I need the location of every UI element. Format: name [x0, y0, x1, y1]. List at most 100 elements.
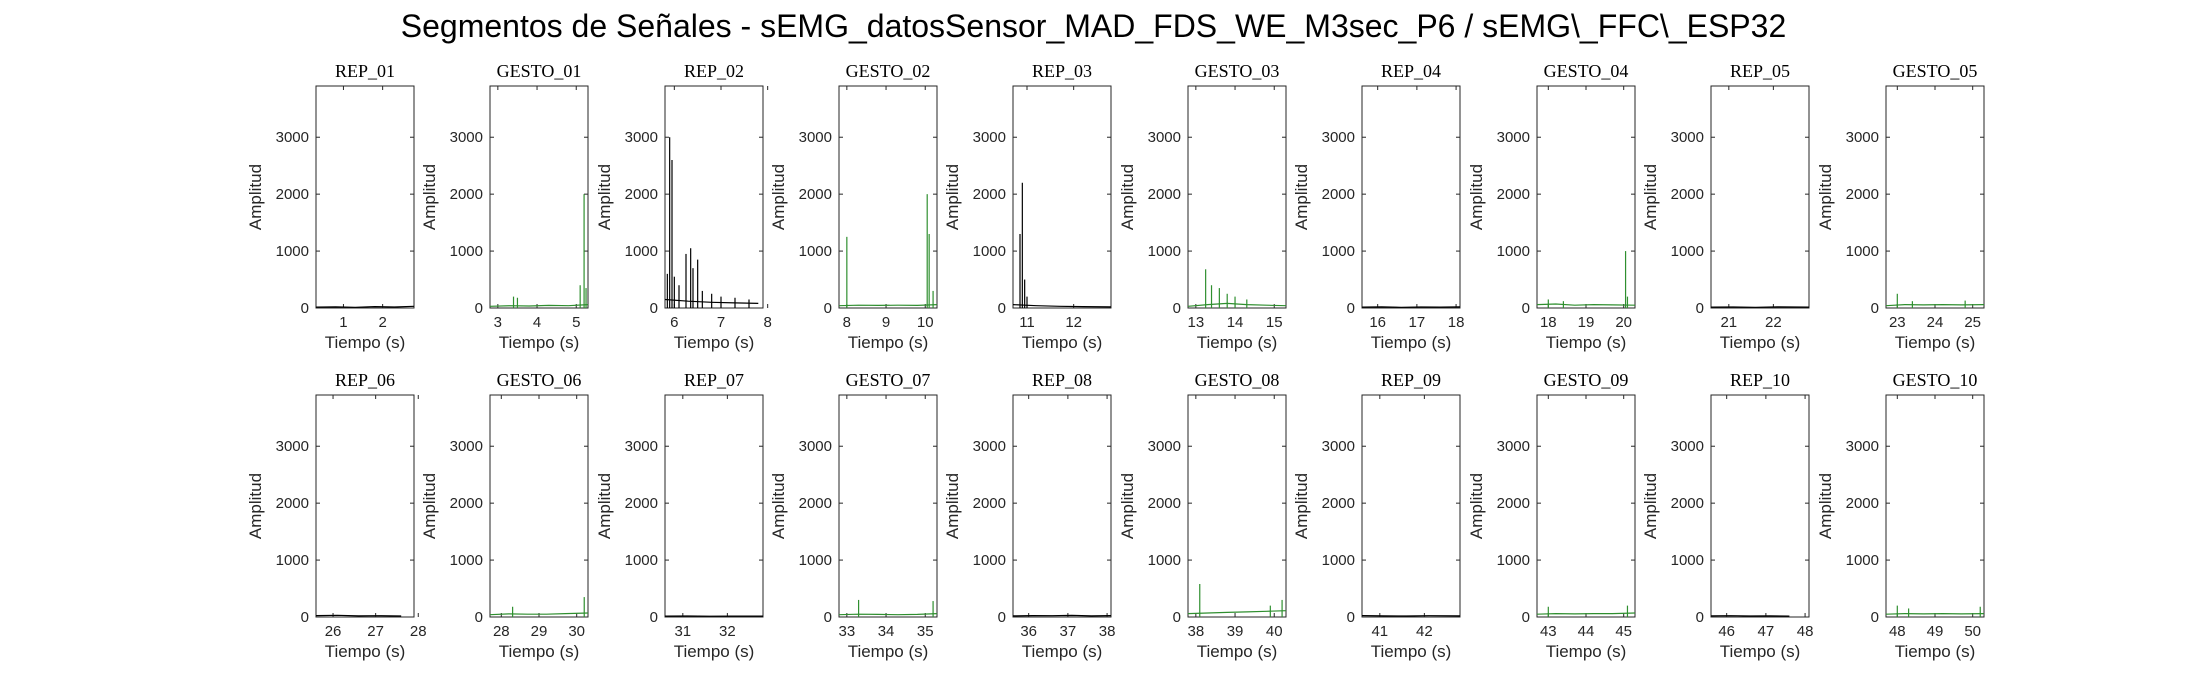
y-tick-label: 0: [1871, 609, 1879, 626]
y-tick-label: 2000: [1846, 186, 1879, 203]
y-tick-label: 0: [1173, 609, 1181, 626]
y-tick-label: 3000: [276, 129, 309, 146]
y-tick-label: 2000: [625, 186, 658, 203]
y-tick-label: 0: [1696, 609, 1704, 626]
subplot-gesto-08: GESTO_08 0 1000 2000 3000 38 39 40 Tiempo (s) Amp…: [1118, 370, 1287, 661]
x-tick-label: 38: [1099, 623, 1116, 640]
y-tick-label: 0: [650, 609, 658, 626]
subplot-rep-05: REP_05 0 1000 2000 3000 21 22 Tiempo (s) Amplitu…: [1641, 61, 1810, 352]
x-tick-label: 1: [339, 314, 347, 331]
signal-line: [838, 613, 938, 616]
y-axis-label: Amplitud: [1641, 164, 1660, 230]
subplot-title: GESTO_06: [497, 370, 582, 390]
x-axis-label: Tiempo (s): [499, 642, 580, 661]
y-tick-label: 0: [1696, 300, 1704, 317]
x-tick-label: 18: [1540, 314, 1557, 331]
x-axis-label: Tiempo (s): [1720, 642, 1801, 661]
x-tick-label: 32: [719, 623, 736, 640]
y-tick-label: 1000: [1497, 552, 1530, 569]
x-tick-label: 47: [1758, 623, 1775, 640]
y-tick-label: 1000: [1148, 552, 1181, 569]
signal-line: [315, 614, 402, 617]
x-tick-label: 21: [1720, 314, 1737, 331]
x-tick-label: 37: [1060, 623, 1077, 640]
y-tick-label: 1000: [450, 243, 483, 260]
y-tick-label: 3000: [625, 438, 658, 455]
y-tick-label: 2000: [1671, 495, 1704, 512]
x-tick-label: 17: [1409, 314, 1426, 331]
x-tick-label: 29: [531, 623, 548, 640]
subplot-title: REP_10: [1730, 370, 1790, 390]
y-tick-label: 1000: [1148, 243, 1181, 260]
x-tick-label: 34: [878, 623, 895, 640]
axes-box: [1536, 85, 1636, 309]
y-tick-label: 0: [475, 609, 483, 626]
y-tick-label: 0: [301, 300, 309, 317]
y-tick-label: 0: [1173, 300, 1181, 317]
y-axis-label: Amplitud: [769, 164, 788, 230]
y-tick-label: 1000: [276, 552, 309, 569]
x-tick-label: 44: [1578, 623, 1595, 640]
axes-box: [838, 394, 938, 618]
x-axis-label: Tiempo (s): [325, 642, 406, 661]
axes-box: [664, 85, 764, 309]
x-axis-label: Tiempo (s): [1546, 642, 1627, 661]
x-tick-label: 7: [717, 314, 725, 331]
x-tick-label: 50: [1964, 623, 1981, 640]
y-tick-label: 0: [1522, 609, 1530, 626]
subplot-title: GESTO_10: [1893, 370, 1978, 390]
x-axis-label: Tiempo (s): [848, 642, 929, 661]
x-axis-label: Tiempo (s): [1197, 333, 1278, 352]
figure-title: Segmentos de Señales - sEMG_datosSensor_…: [400, 8, 1787, 44]
subplot-rep-01: REP_01 0 1000 2000 3000 1 2 Tiempo (s) Amplitud: [246, 61, 415, 352]
y-tick-label: 1000: [1846, 243, 1879, 260]
y-tick-label: 0: [1347, 609, 1355, 626]
y-axis-label: Amplitud: [1816, 473, 1835, 539]
subplot-title: REP_03: [1032, 61, 1092, 81]
y-tick-label: 3000: [1148, 129, 1181, 146]
axes-box: [1885, 394, 1985, 618]
y-tick-label: 1000: [973, 243, 1006, 260]
x-tick-label: 14: [1227, 314, 1244, 331]
axes-box: [489, 394, 589, 618]
y-tick-label: 1000: [1497, 243, 1530, 260]
axes-box: [315, 85, 415, 309]
x-tick-label: 10: [917, 314, 934, 331]
y-tick-label: 1000: [799, 552, 832, 569]
x-axis-label: Tiempo (s): [1371, 642, 1452, 661]
subplot-title: REP_09: [1381, 370, 1441, 390]
subplot-rep-09: REP_09 0 1000 2000 3000 41 42 Tiempo (s) Amplitu…: [1292, 370, 1461, 661]
y-axis-label: Amplitud: [595, 473, 614, 539]
y-axis-label: Amplitud: [943, 473, 962, 539]
y-tick-label: 3000: [1671, 129, 1704, 146]
y-tick-label: 2000: [973, 495, 1006, 512]
y-axis-label: Amplitud: [1292, 473, 1311, 539]
y-tick-label: 0: [824, 609, 832, 626]
subplot-title: REP_01: [335, 61, 395, 81]
x-tick-label: 8: [843, 314, 851, 331]
x-tick-label: 27: [367, 623, 384, 640]
y-tick-label: 3000: [276, 438, 309, 455]
y-tick-label: 3000: [799, 438, 832, 455]
y-tick-label: 2000: [276, 186, 309, 203]
axes-box: [1187, 85, 1287, 309]
x-tick-label: 5: [572, 314, 580, 331]
axes-box: [489, 85, 589, 309]
y-tick-label: 3000: [973, 438, 1006, 455]
y-axis-label: Amplitud: [1118, 473, 1137, 539]
subplot-gesto-06: GESTO_06 0 1000 2000 3000 28 29 30 Tiempo (s) Amp…: [420, 370, 589, 661]
y-tick-label: 3000: [973, 129, 1006, 146]
y-tick-label: 0: [475, 300, 483, 317]
y-axis-label: Amplitud: [1467, 164, 1486, 230]
x-tick-label: 42: [1416, 623, 1433, 640]
subplot-title: GESTO_05: [1893, 61, 1978, 81]
subplot-title: REP_05: [1730, 61, 1790, 81]
x-tick-label: 36: [1020, 623, 1037, 640]
x-axis-label: Tiempo (s): [1371, 333, 1452, 352]
subplot-rep-10: REP_10 0 1000 2000 3000 46 47 48 Tiempo (s) Ampli…: [1641, 370, 1813, 661]
y-tick-label: 3000: [1148, 438, 1181, 455]
axes-box: [315, 394, 415, 618]
x-tick-label: 38: [1187, 623, 1204, 640]
x-tick-label: 26: [325, 623, 342, 640]
